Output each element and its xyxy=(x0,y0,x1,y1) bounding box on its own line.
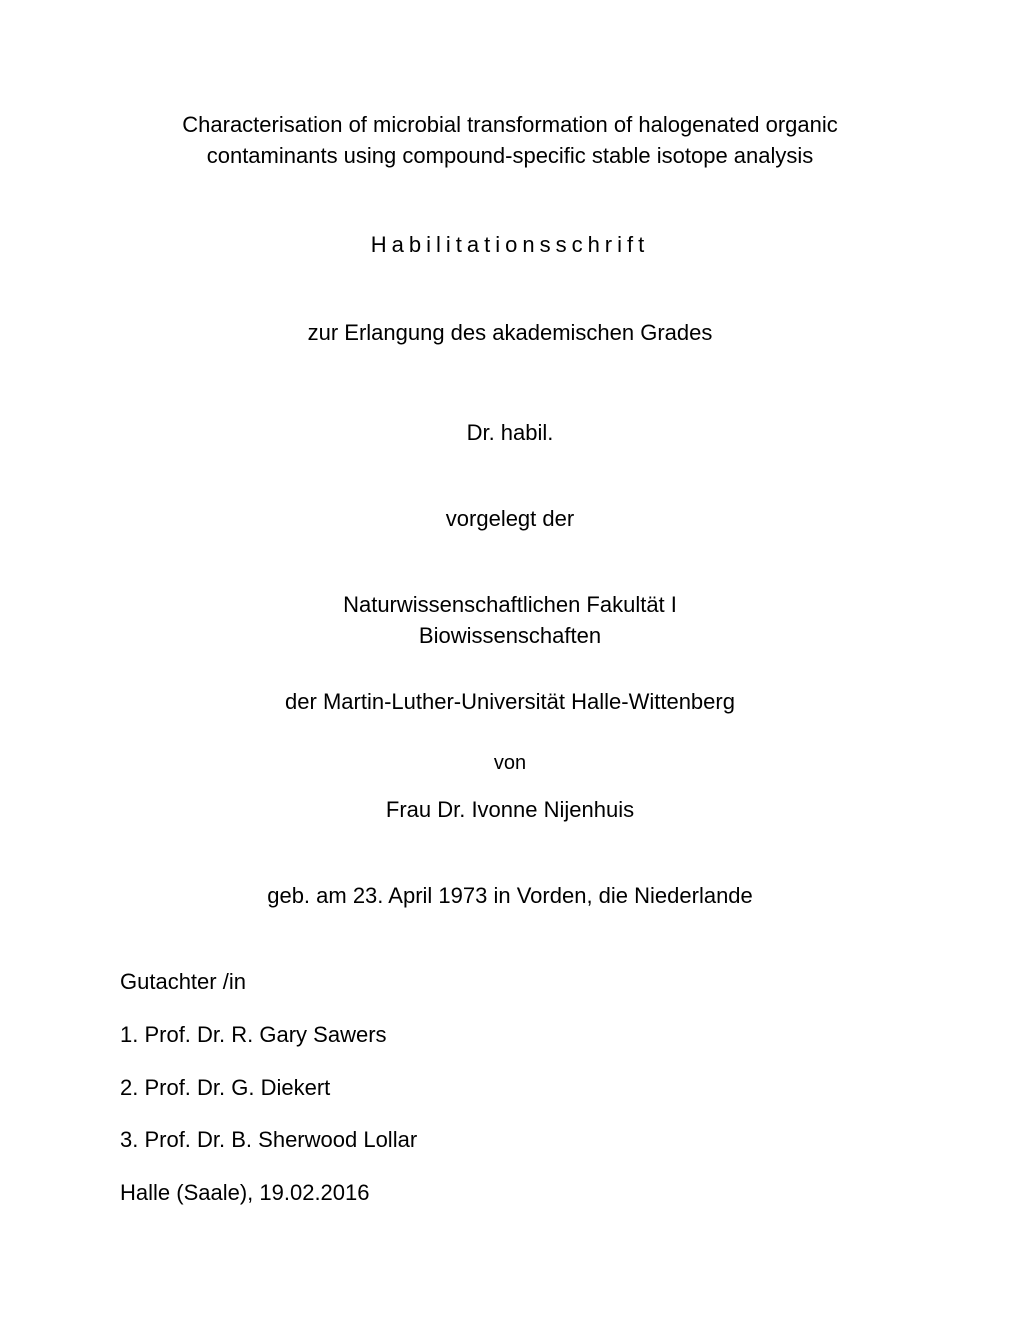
gutachter-3: 3. Prof. Dr. B. Sherwood Lollar xyxy=(120,1125,900,1156)
fakultat-line-2: Biowissenschaften xyxy=(120,621,900,652)
fakultat-line-1: Naturwissenschaftlichen Fakultät I xyxy=(120,590,900,621)
gutachter-2: 2. Prof. Dr. G. Diekert xyxy=(120,1073,900,1104)
habilitationsschrift-heading: Habilitationsschrift xyxy=(120,232,900,258)
vorgelegt-text: vorgelegt der xyxy=(120,504,900,535)
gutachter-section: Gutachter /in 1. Prof. Dr. R. Gary Sawer… xyxy=(120,967,900,1209)
gutachter-label: Gutachter /in xyxy=(120,967,900,998)
title-line-2: contaminants using compound-specific sta… xyxy=(120,141,900,172)
document-title: Characterisation of microbial transforma… xyxy=(120,110,900,172)
dr-habil-text: Dr. habil. xyxy=(120,418,900,449)
von-text: von xyxy=(120,752,900,775)
author-name: Frau Dr. Ivonne Nijenhuis xyxy=(120,795,900,826)
gutachter-1: 1. Prof. Dr. R. Gary Sawers xyxy=(120,1020,900,1051)
location-date: Halle (Saale), 19.02.2016 xyxy=(120,1178,900,1209)
birth-info: geb. am 23. April 1973 in Vorden, die Ni… xyxy=(120,881,900,912)
erlangung-text: zur Erlangung des akademischen Grades xyxy=(120,318,900,349)
universitat-text: der Martin-Luther-Universität Halle-Witt… xyxy=(120,687,900,718)
title-line-1: Characterisation of microbial transforma… xyxy=(120,110,900,141)
